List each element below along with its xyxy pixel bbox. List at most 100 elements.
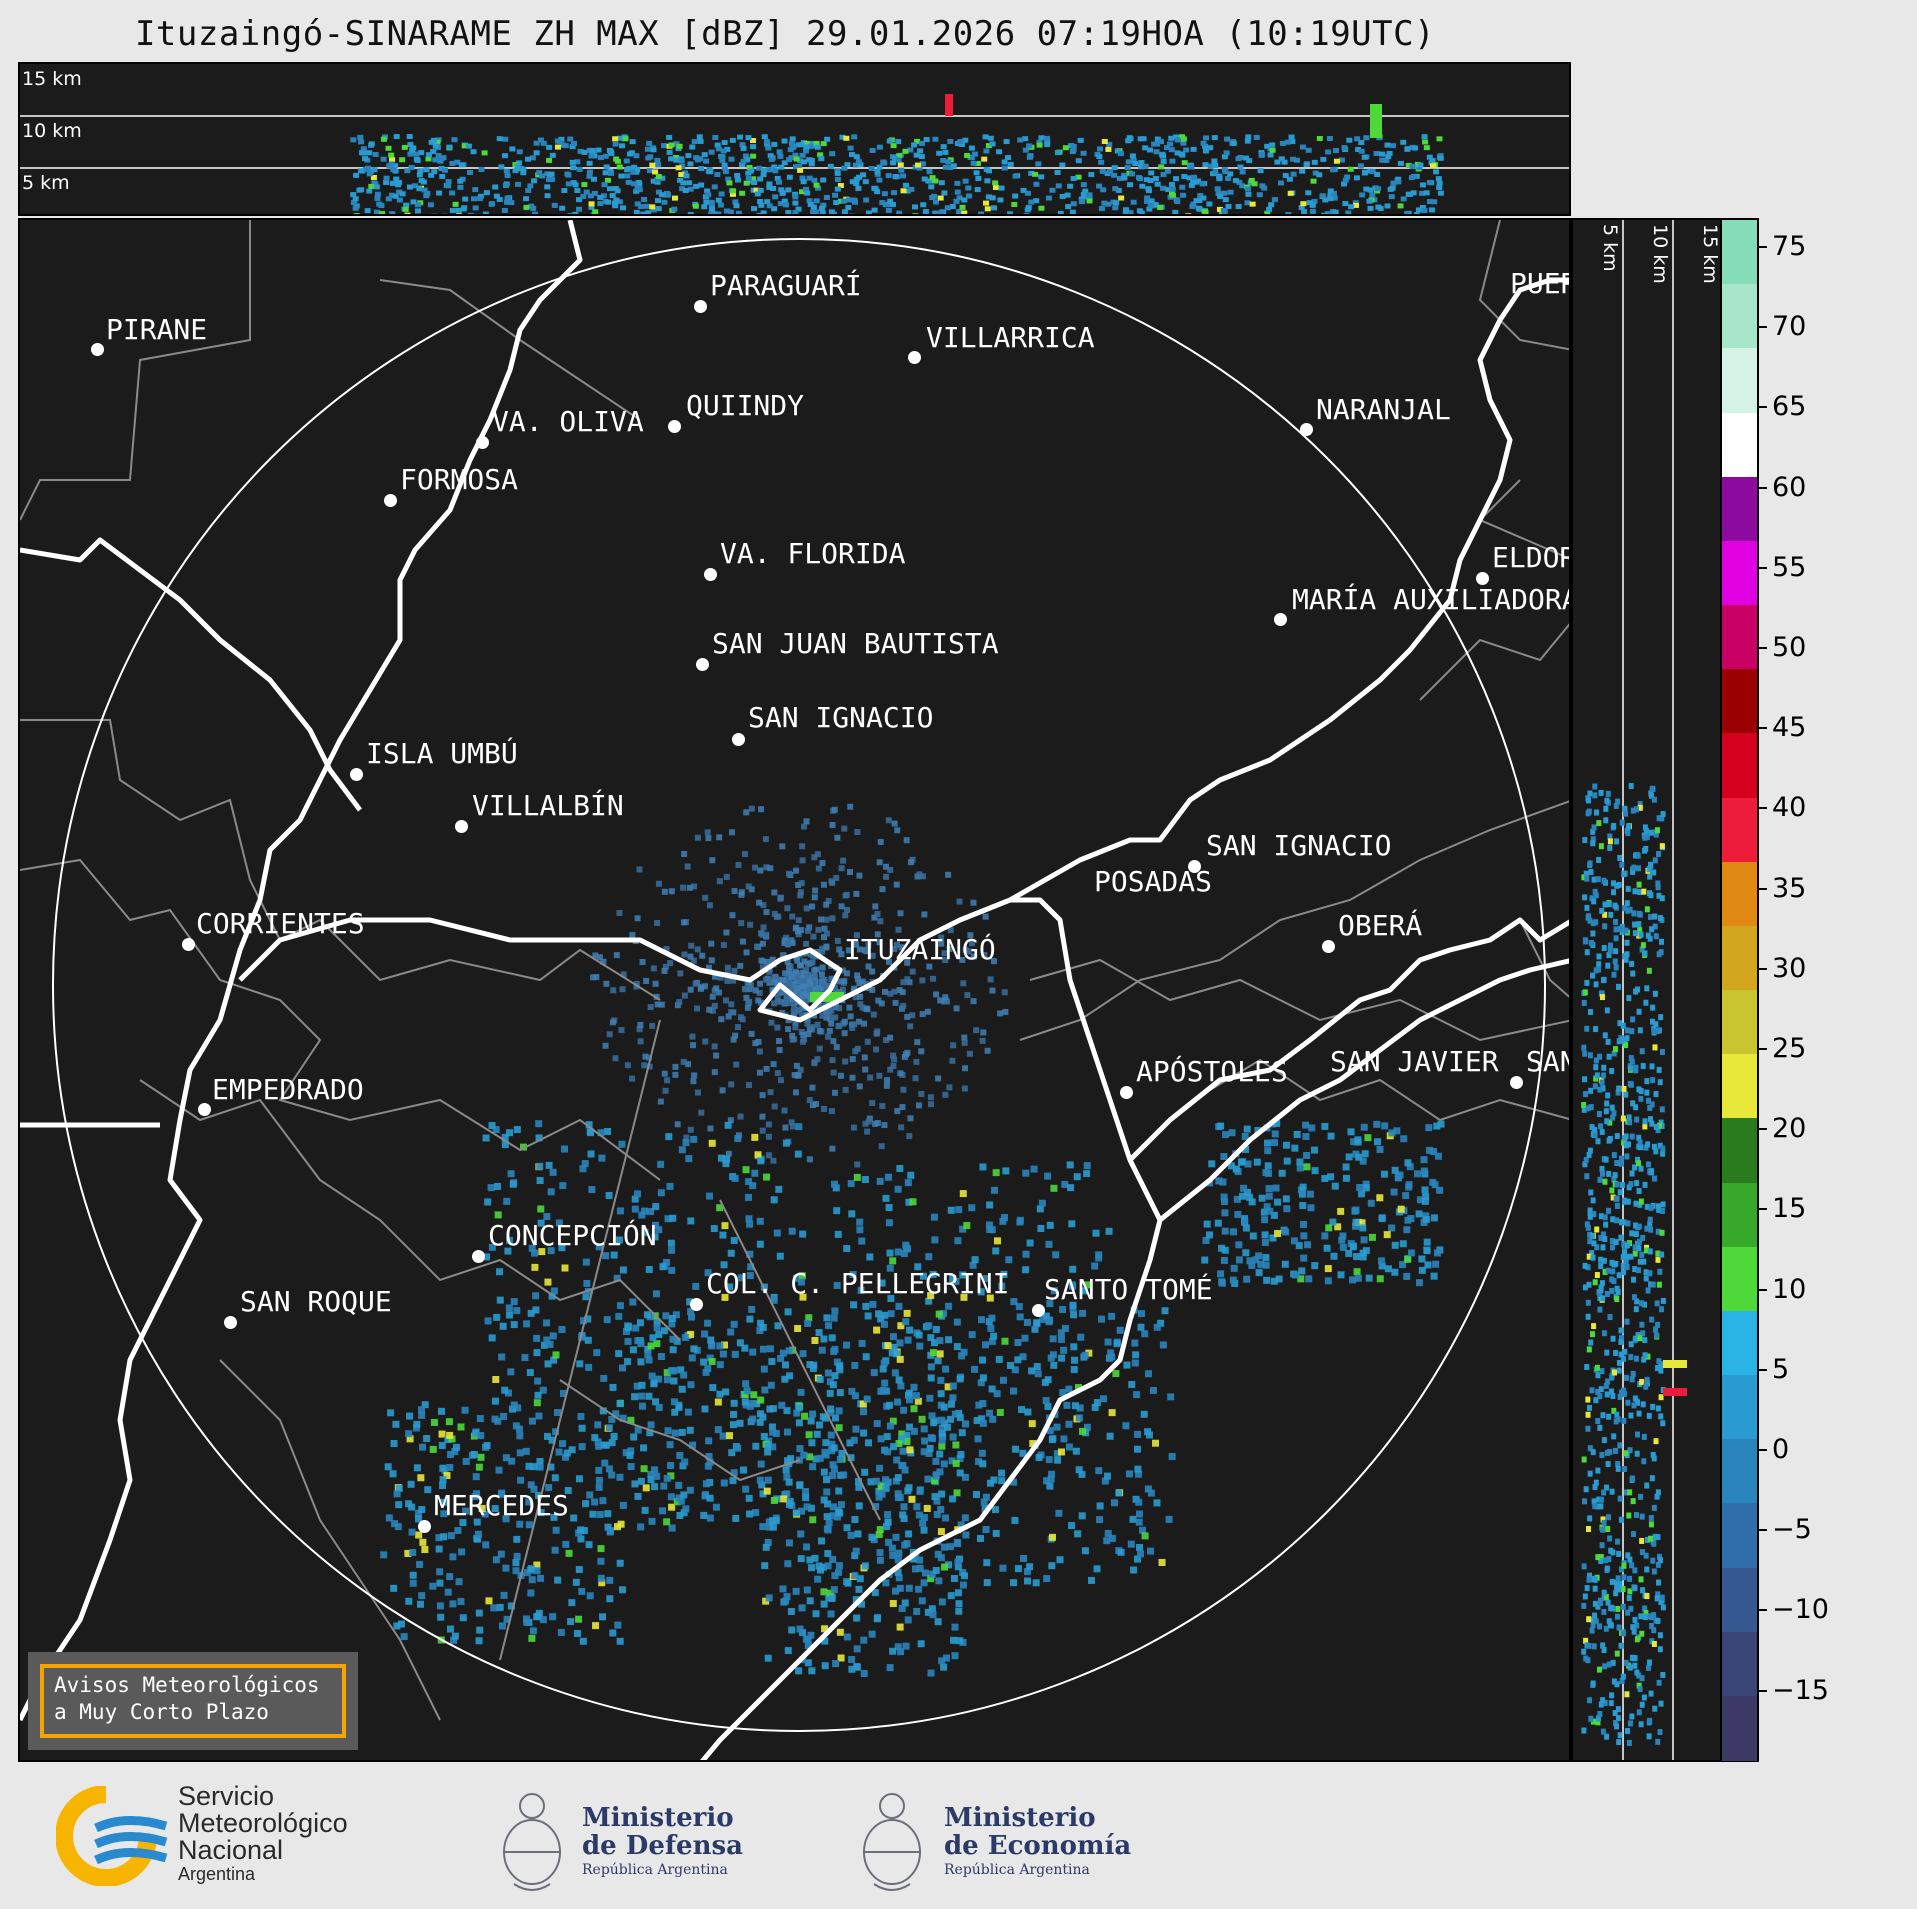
colorbar-tick-label: 0 xyxy=(1772,1434,1790,1465)
colorbar-tick xyxy=(1759,1208,1767,1211)
colorbar-tick xyxy=(1759,647,1767,649)
colorbar-segment xyxy=(1722,925,1757,991)
city-label-san-edge: SAN xyxy=(1526,1045,1569,1078)
dbz-colorbar xyxy=(1720,218,1759,1762)
colorbar-tick-label: 15 xyxy=(1772,1193,1807,1225)
city-dot xyxy=(91,343,104,356)
city-dot xyxy=(690,1298,703,1311)
coat-of-arms-icon xyxy=(503,1793,561,1891)
colorbar-tick xyxy=(1759,1689,1767,1692)
colorbar-segment xyxy=(1722,1631,1757,1697)
colorbar-segment xyxy=(1722,1695,1757,1761)
city-label-va-florida: VA. FLORIDA xyxy=(720,537,906,570)
colorbar-tick xyxy=(1759,1529,1767,1532)
colorbar-segment xyxy=(1722,1310,1757,1376)
city-dot xyxy=(472,1250,485,1263)
city-dot xyxy=(1274,613,1287,626)
colorbar-segment xyxy=(1722,348,1757,414)
colorbar-segment xyxy=(1722,861,1757,927)
warning-line-1: Avisos Meteorológicos xyxy=(54,1673,320,1697)
city-dot xyxy=(1322,940,1335,953)
colorbar-tick-label: 40 xyxy=(1772,792,1807,824)
city-dot xyxy=(1120,1086,1133,1099)
colorbar-segment xyxy=(1722,605,1757,671)
city-label-villarrica: VILLARRICA xyxy=(926,321,1095,354)
height-label-15km-vertical: 15 km xyxy=(1699,224,1721,284)
colorbar-tick-label: 45 xyxy=(1772,712,1807,744)
colorbar-tick xyxy=(1759,807,1767,810)
city-label-posadas: POSADAS xyxy=(1094,865,1213,898)
colorbar-tick xyxy=(1759,1128,1767,1131)
city-label-puerto-edge: PUERTO xyxy=(1510,267,1569,300)
cross-section-ew-plot xyxy=(20,94,1569,214)
colorbar-tick xyxy=(1759,1368,1767,1371)
warning-box[interactable]: Avisos Meteorológicos a Muy Corto Plazo xyxy=(28,1652,358,1750)
height-label-10km-vertical: 10 km xyxy=(1649,224,1671,284)
colorbar-tick-label: 10 xyxy=(1772,1273,1807,1305)
city-label-villalbin: VILLALBÍN xyxy=(472,789,624,822)
colorbar-tick xyxy=(1759,486,1767,489)
city-label-paraguari: PARAGUARÍ xyxy=(710,269,862,302)
city-label-naranjal: NARANJAL xyxy=(1316,393,1451,426)
colorbar-tick-label: −10 xyxy=(1772,1594,1829,1626)
vertical-cross-section-ew: 15 km 10 km 5 km xyxy=(18,62,1571,216)
colorbar-tick xyxy=(1759,1449,1767,1451)
city-dot xyxy=(1032,1304,1045,1317)
city-label-col-pellegrini: COL. C. PELLEGRINI xyxy=(706,1267,1010,1300)
colorbar-tick-label: 75 xyxy=(1772,231,1807,262)
city-dot xyxy=(696,658,709,671)
colorbar-tick-label: −15 xyxy=(1772,1674,1829,1706)
chart-title: Ituzaingó-SINARAME ZH MAX [dBZ] 29.01.20… xyxy=(134,14,1436,54)
city-label-san-roque: SAN ROQUE xyxy=(240,1285,392,1318)
colorbar-tick-label: 60 xyxy=(1772,471,1807,503)
defensa-line-3: República Argentina xyxy=(582,1862,728,1878)
economia-line-1: Ministerio xyxy=(944,1803,1096,1833)
colorbar-tick-label: 65 xyxy=(1772,391,1807,423)
province-boundaries xyxy=(20,220,1569,1721)
colorbar-segment xyxy=(1722,1567,1757,1633)
colorbar-segment xyxy=(1722,1246,1757,1312)
colorbar-tick-label: 35 xyxy=(1772,872,1807,904)
height-label-5km: 5 km xyxy=(22,172,70,194)
city-dot xyxy=(1476,572,1489,585)
city-label-isla-umbu: ISLA UMBÚ xyxy=(366,737,518,770)
radar-map[interactable]: PIRANE PARAGUARÍ VILLARRICA QUIINDY VA. … xyxy=(18,218,1571,1762)
city-dot xyxy=(384,494,397,507)
colorbar-tick xyxy=(1759,1048,1767,1050)
city-dot xyxy=(668,420,681,433)
city-label-empedrado: EMPEDRADO xyxy=(212,1073,364,1106)
city-label-obera: OBERÁ xyxy=(1338,909,1423,942)
colorbar-segment xyxy=(1722,1182,1757,1248)
colorbar-tick xyxy=(1759,566,1767,569)
colorbar-segment xyxy=(1722,284,1757,350)
defensa-line-1: Ministerio xyxy=(582,1803,734,1833)
city-label-va-oliva: VA. OLIVA xyxy=(492,405,644,438)
city-dot xyxy=(350,768,363,781)
city-label-san-javier: SAN JAVIER xyxy=(1330,1045,1499,1078)
smn-line-2: Meteorológico xyxy=(178,1808,348,1838)
city-label-mercedes: MERCEDES xyxy=(434,1489,569,1522)
colorbar-segment xyxy=(1722,1118,1757,1184)
city-dot xyxy=(704,568,717,581)
city-label-san-ignacio-py: SAN IGNACIO xyxy=(748,701,934,734)
city-dot xyxy=(694,300,707,313)
city-label-quiindy: QUIINDY xyxy=(686,389,805,422)
colorbar-tick-label: −5 xyxy=(1772,1514,1812,1546)
economia-line-2: de Economía xyxy=(944,1831,1132,1861)
city-label-apostoles: APÓSTOLES xyxy=(1136,1055,1288,1088)
coat-of-arms-icon xyxy=(863,1793,921,1891)
city-dot xyxy=(1300,423,1313,436)
city-dot xyxy=(1188,860,1201,873)
colorbar-tick xyxy=(1759,1609,1767,1612)
colorbar-tick-label: 20 xyxy=(1772,1113,1807,1145)
colorbar-segment xyxy=(1722,476,1757,542)
city-label-corrientes: CORRIENTES xyxy=(196,907,365,940)
city-label-formosa: FORMOSA xyxy=(400,463,519,496)
city-dot xyxy=(1510,1076,1523,1089)
smn-line-3: Nacional xyxy=(178,1835,284,1865)
warning-line-2: a Muy Corto Plazo xyxy=(54,1700,269,1724)
city-dot xyxy=(224,1316,237,1329)
height-label-15km: 15 km xyxy=(22,68,82,90)
colorbar-segment xyxy=(1722,797,1757,863)
smn-line-1: Servicio xyxy=(178,1781,275,1811)
